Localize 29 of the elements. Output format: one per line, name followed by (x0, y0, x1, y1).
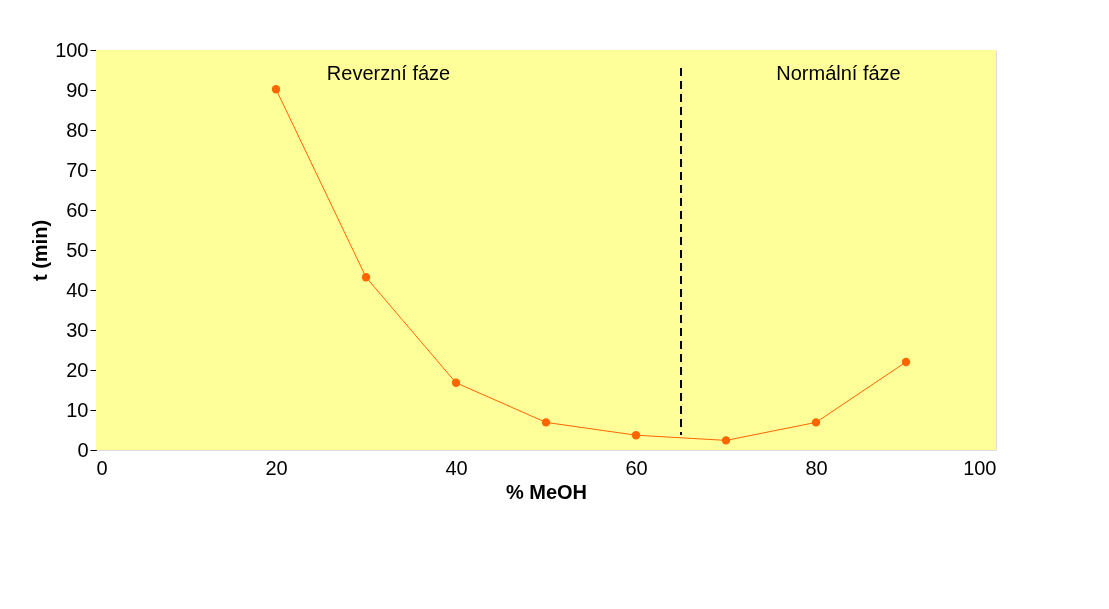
y-tick-label: 30 (66, 318, 89, 341)
x-tick-label: 0 (96, 456, 108, 479)
band-label: Reverzní fáze (326, 62, 451, 84)
point (631, 431, 641, 440)
y-tick-label: 20 (66, 358, 89, 381)
y-tick-label: 100 (55, 38, 89, 61)
point (541, 418, 551, 427)
y-tick-label: 60 (66, 198, 89, 221)
y-axis-title: t (min) (29, 219, 52, 282)
point (721, 436, 731, 445)
y-tick-label: 70 (66, 158, 89, 181)
y-tick-label: 40 (66, 278, 89, 301)
x-tick-label: 80 (805, 456, 828, 479)
point (811, 418, 821, 427)
point (361, 273, 371, 282)
x-axis-title: % MeOH (505, 480, 588, 503)
x-tick-label: 100 (963, 456, 997, 479)
point (271, 85, 281, 94)
y-tick-label: 80 (66, 118, 89, 141)
x-tick-label: 60 (625, 456, 648, 479)
point (901, 357, 911, 367)
band-label: Normální fáze (776, 62, 901, 84)
x-tick-label: 20 (265, 456, 288, 479)
y-tick-label: 0 (77, 438, 89, 461)
y-tick-label: 50 (66, 238, 89, 261)
y-tick-label: 90 (66, 78, 89, 101)
x-tick-label: 40 (445, 456, 468, 479)
point (451, 378, 461, 387)
y-tick-label: 10 (66, 398, 89, 421)
